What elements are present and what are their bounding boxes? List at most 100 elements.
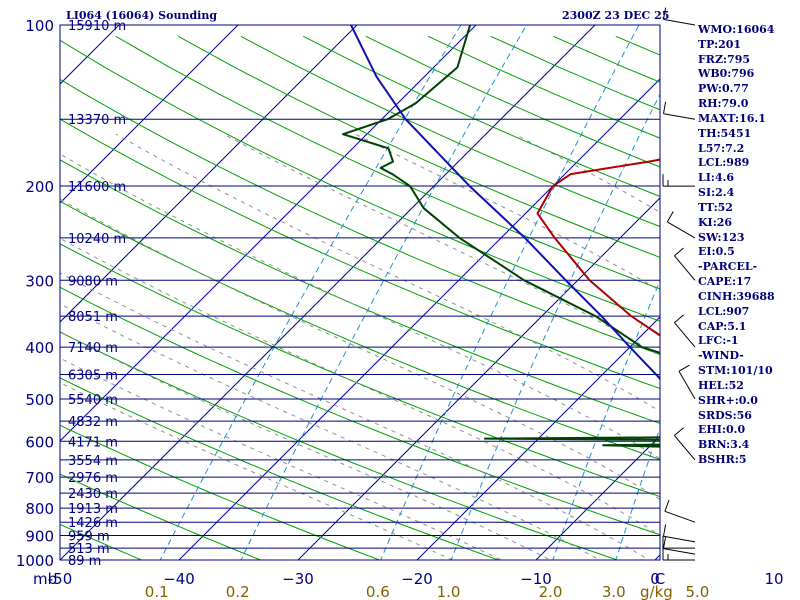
height-label: 4832 m [68,415,118,430]
dry-adiabat-line [178,35,660,258]
moist-adiabat-line [60,237,660,536]
isotherm-line [416,316,660,560]
moist-adiabat-line [60,382,454,560]
dry-adiabat-line [60,39,660,322]
dry-adiabat-line [60,118,660,390]
index-item: SI:2.4 [698,186,735,200]
wind-barb [663,101,696,120]
dry-adiabat-line [60,473,262,560]
height-label: 1426 m [68,516,118,531]
isotherm-line [774,25,800,560]
isotherm-line [178,78,660,560]
dry-adiabat-line [60,200,660,461]
index-item: WB0:796 [698,67,755,81]
dry-adiabat-line [60,159,660,425]
wind-barb [663,524,696,543]
moist-adiabat-line [60,153,660,460]
isotherm-line [297,197,660,560]
index-item: FRZ:795 [698,52,751,66]
index-item: MAXT:16.1 [698,111,766,125]
index-item: STM:101/10 [698,364,773,378]
isotherm-line [60,25,239,204]
mixing-ratio-tick-label: 5.0 [685,583,709,600]
index-item: BSHR:5 [698,453,747,467]
index-item: L57:7.2 [698,141,745,155]
index-item: LCL:907 [698,304,750,318]
isotherm-lines [60,25,800,560]
wind-barb [678,364,696,400]
height-label: 13370 m [68,113,126,128]
temperature-tick-label: 0 [650,570,660,588]
valid-time: 2300Z 23 DEC 25 [562,9,670,22]
dry-adiabat-line [60,377,500,560]
index-item: LFC:-1 [698,334,739,348]
station-title: LI064 (16064) Sounding [66,9,218,22]
height-label: 1913 m [68,502,118,517]
dry-adiabat-line [60,286,660,536]
pressure-tick-label: 400 [25,339,54,357]
index-item: RH:79.0 [698,97,749,111]
height-label: 8051 m [68,310,118,325]
index-item: SW:123 [698,230,745,244]
pressure-tick-label: 300 [25,272,54,290]
moist-adiabat-line [60,272,651,560]
mixing-ratio-tick-label: 2.0 [539,583,563,600]
mixing-ratio-line [450,93,660,560]
height-label: 7140 m [68,341,118,356]
index-item: EHI:0.0 [698,423,746,437]
wind-barb [662,536,695,549]
pressure-tick-label: 900 [25,528,54,546]
wind-barb [662,174,695,187]
wind-barb [666,211,696,239]
index-item: WMO:16064 [698,23,775,36]
height-label: 9080 m [68,274,118,289]
index-item: KI:26 [698,215,733,229]
axis-labels: 15910 m 13370 m 11600 m 10240 m 9080 m 8051 m… [16,17,784,600]
wind-barb [674,427,696,461]
mixing-ratio-unit-label: g/kg [640,583,673,600]
pressure-tick-label: 500 [25,391,54,409]
index-item: TT:52 [698,200,733,214]
isobar-lines [60,24,660,561]
dry-adiabat-line [60,424,381,560]
height-label: 3554 m [68,454,118,469]
height-label: 2976 m [68,471,118,486]
isotherm-line [60,25,358,323]
height-label: 959 m [68,530,110,545]
dry-adiabat-line [60,331,619,560]
mixing-ratio-tick-label: 0.2 [226,583,250,600]
height-label: 5540 m [68,393,118,408]
temperature-tick-label: −10 [520,570,552,588]
mixing-ratio-tick-label: 1.0 [437,583,461,600]
dry-adiabat-line [60,78,660,355]
index-item: HEL:52 [698,378,744,392]
index-item: LCL:989 [698,156,750,170]
index-item: CAP:5.1 [698,319,747,333]
height-label: 2430 m [68,487,118,502]
index-item: TP:201 [698,37,742,51]
index-item: SHR+:0.0 [698,393,758,407]
temperature-tick-label: -50 [48,570,73,588]
mixing-ratio-line [159,25,462,560]
dry-adiabat-line [60,523,143,560]
wind-barbs [662,7,696,561]
index-item: -PARCEL- [698,260,758,274]
parcel-trace [350,25,660,381]
stability-indices: WMO:16064 TP:201 FRZ:795 WB0:796 PW:0.77 RH:7… [698,23,775,468]
index-item: CAPE:17 [698,275,752,289]
index-item: PW:0.77 [698,82,749,96]
mixing-ratio-tick-label: 0.1 [145,583,169,600]
moist-adiabat-lines [60,133,660,560]
wind-barb [662,548,695,561]
isotherm-line [60,25,477,442]
pressure-tick-label: 700 [25,469,54,487]
wind-barb [663,536,696,555]
pressure-tick-label: 600 [25,433,54,451]
plot-border [59,24,661,561]
mixing-ratio-line [552,279,660,560]
height-label: 6305 m [68,368,118,383]
temperature-tick-label: −30 [282,570,314,588]
index-item: TH:5451 [698,126,752,140]
height-label: 4171 m [68,435,118,450]
